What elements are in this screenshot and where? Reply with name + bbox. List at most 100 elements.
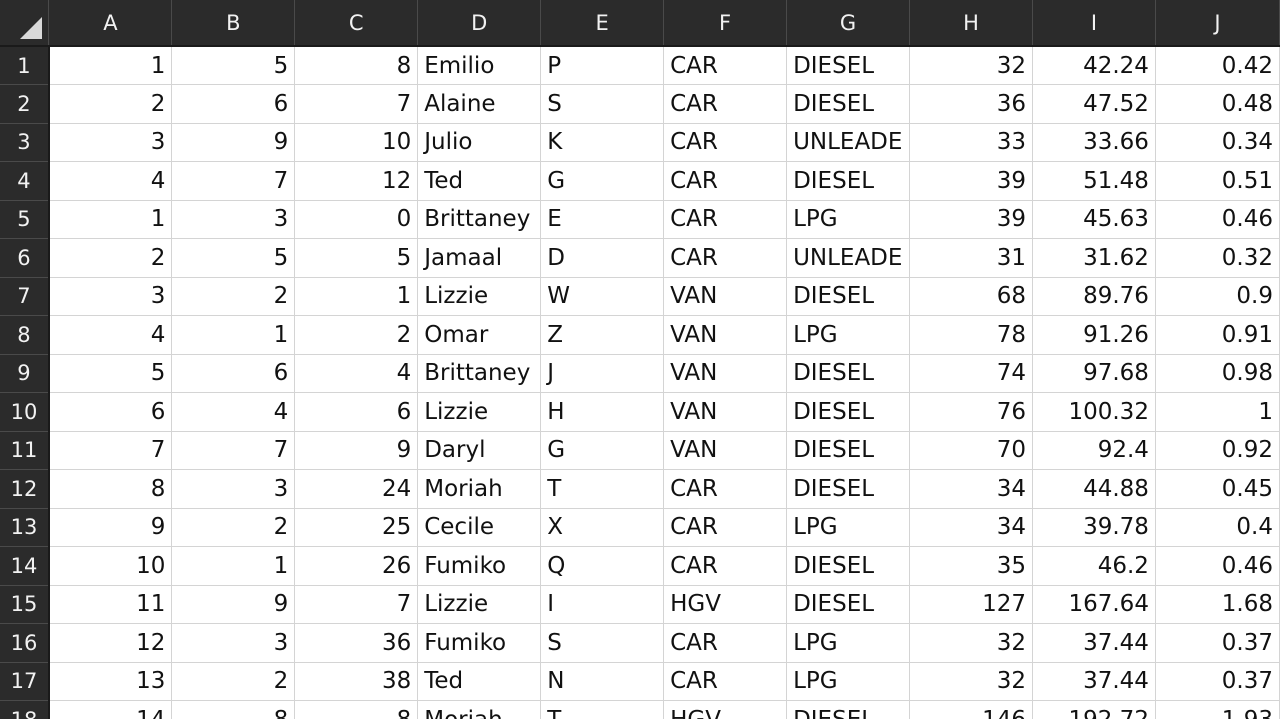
cell-a-2[interactable]: 2: [48, 84, 173, 124]
cell-j-13[interactable]: 0.4: [1155, 508, 1280, 547]
row-header[interactable]: 5: [0, 200, 50, 239]
cell-b-10[interactable]: 4: [171, 392, 296, 432]
cell-g-13[interactable]: LPG: [786, 508, 911, 547]
cell-d-5[interactable]: Brittaney: [417, 200, 542, 239]
select-all-button[interactable]: [0, 0, 50, 47]
cell-g-9[interactable]: DIESEL: [786, 354, 911, 393]
cell-i-9[interactable]: 97.68: [1032, 354, 1156, 393]
cell-i-15[interactable]: 167.64: [1032, 585, 1156, 624]
row-header[interactable]: 13: [0, 508, 50, 547]
cell-f-2[interactable]: CAR: [663, 84, 788, 124]
cell-g-3[interactable]: UNLEADE: [786, 123, 911, 162]
cell-b-9[interactable]: 6: [171, 354, 296, 393]
row-header[interactable]: 7: [0, 277, 50, 316]
cell-e-13[interactable]: X: [540, 508, 665, 547]
cell-e-7[interactable]: W: [540, 277, 665, 316]
column-header-f[interactable]: F: [663, 0, 788, 47]
cell-b-5[interactable]: 3: [171, 200, 296, 239]
cell-a-6[interactable]: 2: [48, 238, 173, 278]
row-header[interactable]: 16: [0, 623, 50, 663]
cell-f-18[interactable]: HGV: [663, 700, 788, 719]
cell-h-13[interactable]: 34: [909, 508, 1033, 547]
cell-c-11[interactable]: 9: [294, 431, 419, 470]
cell-i-12[interactable]: 44.88: [1032, 469, 1156, 509]
cell-g-1[interactable]: DIESEL: [786, 46, 911, 85]
cell-b-14[interactable]: 1: [171, 546, 296, 586]
cell-i-13[interactable]: 39.78: [1032, 508, 1156, 547]
cell-i-18[interactable]: 192.72: [1032, 700, 1156, 719]
cell-j-14[interactable]: 0.46: [1155, 546, 1280, 586]
cell-j-4[interactable]: 0.51: [1155, 161, 1280, 201]
cell-g-6[interactable]: UNLEADE: [786, 238, 911, 278]
column-header-a[interactable]: A: [48, 0, 173, 47]
cell-c-15[interactable]: 7: [294, 585, 419, 624]
cell-j-16[interactable]: 0.37: [1155, 623, 1280, 663]
cell-d-13[interactable]: Cecile: [417, 508, 542, 547]
cell-b-2[interactable]: 6: [171, 84, 296, 124]
column-header-c[interactable]: C: [294, 0, 419, 47]
cell-b-6[interactable]: 5: [171, 238, 296, 278]
cell-a-5[interactable]: 1: [48, 200, 173, 239]
cell-e-16[interactable]: S: [540, 623, 665, 663]
row-header[interactable]: 17: [0, 662, 50, 701]
cell-a-16[interactable]: 12: [48, 623, 173, 663]
cell-c-17[interactable]: 38: [294, 662, 419, 701]
cell-f-16[interactable]: CAR: [663, 623, 788, 663]
cell-c-14[interactable]: 26: [294, 546, 419, 586]
row-header[interactable]: 11: [0, 431, 50, 470]
cell-e-11[interactable]: G: [540, 431, 665, 470]
cell-g-7[interactable]: DIESEL: [786, 277, 911, 316]
cell-g-16[interactable]: LPG: [786, 623, 911, 663]
cell-f-1[interactable]: CAR: [663, 46, 788, 85]
cell-h-17[interactable]: 32: [909, 662, 1033, 701]
cell-f-5[interactable]: CAR: [663, 200, 788, 239]
cell-h-16[interactable]: 32: [909, 623, 1033, 663]
cell-d-7[interactable]: Lizzie: [417, 277, 542, 316]
cell-a-9[interactable]: 5: [48, 354, 173, 393]
cell-j-1[interactable]: 0.42: [1155, 46, 1280, 85]
cell-j-18[interactable]: 1.93: [1155, 700, 1280, 719]
cell-j-5[interactable]: 0.46: [1155, 200, 1280, 239]
cell-h-8[interactable]: 78: [909, 315, 1033, 355]
column-header-d[interactable]: D: [417, 0, 542, 47]
cell-h-11[interactable]: 70: [909, 431, 1033, 470]
cell-h-15[interactable]: 127: [909, 585, 1033, 624]
cell-a-1[interactable]: 1: [48, 46, 173, 85]
cell-e-10[interactable]: H: [540, 392, 665, 432]
cell-d-6[interactable]: Jamaal: [417, 238, 542, 278]
cell-a-14[interactable]: 10: [48, 546, 173, 586]
row-header[interactable]: 10: [0, 392, 50, 432]
column-header-g[interactable]: G: [786, 0, 911, 47]
column-header-h[interactable]: H: [909, 0, 1033, 47]
cell-h-1[interactable]: 32: [909, 46, 1033, 85]
cell-f-8[interactable]: VAN: [663, 315, 788, 355]
cell-f-11[interactable]: VAN: [663, 431, 788, 470]
cell-d-3[interactable]: Julio: [417, 123, 542, 162]
cell-c-13[interactable]: 25: [294, 508, 419, 547]
cell-b-17[interactable]: 2: [171, 662, 296, 701]
cell-a-15[interactable]: 11: [48, 585, 173, 624]
cell-b-11[interactable]: 7: [171, 431, 296, 470]
cell-i-14[interactable]: 46.2: [1032, 546, 1156, 586]
cell-c-1[interactable]: 8: [294, 46, 419, 85]
cell-c-6[interactable]: 5: [294, 238, 419, 278]
cell-h-14[interactable]: 35: [909, 546, 1033, 586]
cell-j-15[interactable]: 1.68: [1155, 585, 1280, 624]
cell-e-8[interactable]: Z: [540, 315, 665, 355]
cell-d-9[interactable]: Brittaney: [417, 354, 542, 393]
cell-e-3[interactable]: K: [540, 123, 665, 162]
cell-h-18[interactable]: 146: [909, 700, 1033, 719]
cell-g-17[interactable]: LPG: [786, 662, 911, 701]
cell-i-8[interactable]: 91.26: [1032, 315, 1156, 355]
cell-b-18[interactable]: 8: [171, 700, 296, 719]
cell-e-6[interactable]: D: [540, 238, 665, 278]
cell-i-4[interactable]: 51.48: [1032, 161, 1156, 201]
column-header-i[interactable]: I: [1032, 0, 1156, 47]
cell-d-14[interactable]: Fumiko: [417, 546, 542, 586]
row-header[interactable]: 3: [0, 123, 50, 162]
cell-j-17[interactable]: 0.37: [1155, 662, 1280, 701]
row-header[interactable]: 2: [0, 84, 50, 124]
cell-a-18[interactable]: 14: [48, 700, 173, 719]
cell-i-16[interactable]: 37.44: [1032, 623, 1156, 663]
cell-e-1[interactable]: P: [540, 46, 665, 85]
